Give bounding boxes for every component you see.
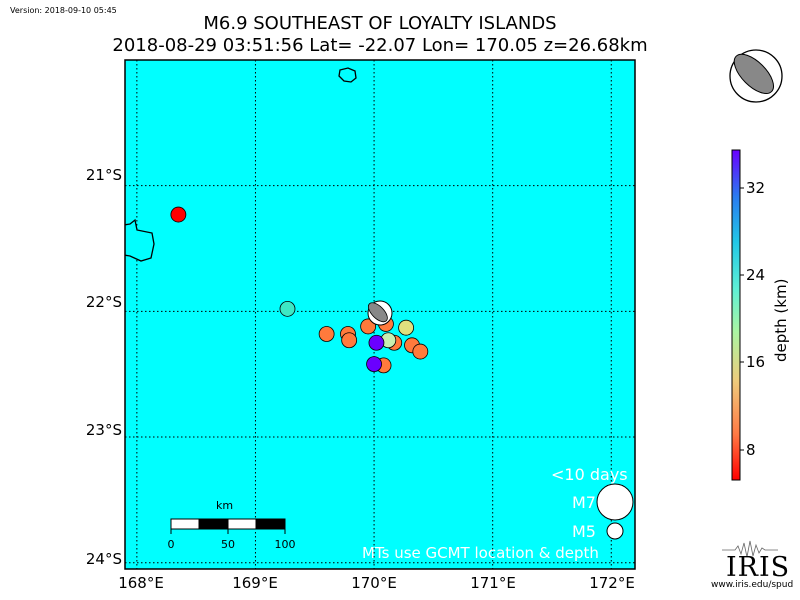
mainshock-beachball xyxy=(367,300,393,326)
scale-seg xyxy=(227,518,257,530)
colorbar-tick-label: 24 xyxy=(746,266,766,284)
map-content xyxy=(125,60,635,569)
map-title: M6.9 SOUTHEAST OF LOYALTY ISLANDS xyxy=(203,13,557,34)
x-tick-label: 169°E xyxy=(232,574,278,592)
header-beachball-compression xyxy=(733,53,774,94)
event-marker xyxy=(170,206,187,223)
colorbar-tick-label: 32 xyxy=(746,179,766,197)
event-details: 2018-08-29 03:51:56 Lat= -22.07 Lon= 170… xyxy=(112,35,648,56)
event-marker xyxy=(398,319,414,336)
x-tick-label: 171°E xyxy=(470,574,516,592)
scale-seg xyxy=(170,518,200,530)
mainshock-compression xyxy=(367,302,388,323)
island-walpole xyxy=(338,67,357,83)
legend-m5-label: M5 xyxy=(572,522,596,541)
legend-days: <10 days xyxy=(551,465,628,484)
y-tick-label: 21°S xyxy=(85,166,122,184)
version-label: Version: 2018-09-10 05:45 xyxy=(10,6,117,15)
iris-waveform-icon xyxy=(722,540,778,558)
legend-note: MTs use GCMT location & depth xyxy=(362,544,599,562)
colorbar-gradient xyxy=(731,149,741,481)
colorbar-tick-label: 16 xyxy=(746,353,766,371)
scale-seg xyxy=(255,518,286,530)
event-markers xyxy=(170,206,429,374)
x-tick-label: 168°E xyxy=(118,574,164,592)
y-tick-label: 22°S xyxy=(85,293,122,311)
iris-url: www.iris.edu/spud xyxy=(711,580,794,590)
event-marker xyxy=(318,326,335,342)
colorbar-label: depth (km) xyxy=(772,278,790,362)
scale-tick-label: 100 xyxy=(274,538,296,551)
header-beachball xyxy=(729,49,783,103)
x-tick-label: 172°E xyxy=(589,574,635,592)
scale-tick-label: 0 xyxy=(167,538,175,551)
depth-colorbar xyxy=(731,149,744,481)
legend-m7-label: M7 xyxy=(572,493,596,512)
event-marker xyxy=(368,334,385,351)
event-marker xyxy=(366,356,382,373)
x-tick-label: 170°E xyxy=(351,574,397,592)
iris-logo: IRIS xyxy=(726,552,791,583)
scale-bar xyxy=(170,518,286,534)
island-mare xyxy=(125,218,155,262)
scale-unit-label: km xyxy=(216,499,234,512)
event-marker xyxy=(279,300,296,317)
y-tick-label: 23°S xyxy=(85,421,122,439)
legend-m5-circle xyxy=(606,522,624,540)
scale-seg xyxy=(198,518,229,530)
legend-m7-circle xyxy=(596,483,634,521)
event-marker xyxy=(412,343,429,360)
y-tick-label: 24°S xyxy=(85,550,122,568)
colorbar-tick-label: 8 xyxy=(746,441,756,459)
event-marker xyxy=(341,332,358,349)
scale-tick-label: 50 xyxy=(221,538,235,551)
event-marker xyxy=(360,318,377,335)
map-frame xyxy=(124,59,636,570)
